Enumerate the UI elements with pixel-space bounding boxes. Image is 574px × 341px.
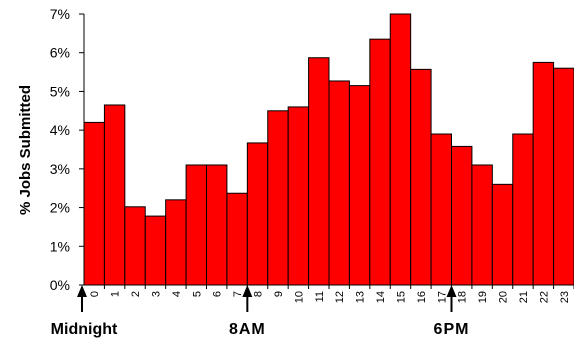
y-ticks-group: 0% 1% 2% 3% 4% 5% 6% 7% xyxy=(50,6,84,293)
annotation-label: 6PM xyxy=(434,321,470,338)
bar-hour-21 xyxy=(512,133,534,286)
x-tick-label: 0 xyxy=(89,291,101,297)
bar-hour-0 xyxy=(83,121,105,286)
x-tick-label: 8 xyxy=(253,291,265,297)
bar-hour-9 xyxy=(267,110,289,286)
x-tick-label: 21 xyxy=(518,291,530,303)
y-tick-label: 4% xyxy=(50,122,70,138)
y-tick-label: 3% xyxy=(50,161,70,177)
bar-hour-22 xyxy=(532,61,555,286)
bar-hour-18 xyxy=(451,145,473,286)
x-tick-label: 6 xyxy=(212,291,224,297)
bar-hour-8 xyxy=(246,142,269,286)
bar-hour-19 xyxy=(471,164,493,286)
bar-hour-13 xyxy=(348,85,371,286)
bar-hour-7 xyxy=(226,192,248,286)
x-tick-label: 5 xyxy=(191,291,203,297)
x-tick-label: 19 xyxy=(477,291,489,303)
bar-hour-3 xyxy=(144,215,167,286)
bar-hour-15 xyxy=(389,13,412,286)
annotation-arrow-head xyxy=(77,285,87,297)
annotations-group: Midnight 8AM 6PM xyxy=(51,285,470,338)
bar-hour-23 xyxy=(553,67,574,286)
x-tick-label: 15 xyxy=(395,291,407,303)
y-tick-label: 0% xyxy=(50,277,70,293)
x-tick-label: 18 xyxy=(457,291,469,303)
x-tick-label: 14 xyxy=(375,291,387,303)
bar-hour-16 xyxy=(410,68,432,286)
bar-hour-17 xyxy=(430,133,453,286)
x-ticks-group: 0 1 2 3 4 5 6 7 8 9 10 11 12 13 14 15 16 17 18 19 20 21 22 23 xyxy=(89,285,574,303)
bar-hour-14 xyxy=(369,38,391,286)
x-tick-label: 17 xyxy=(436,291,448,303)
x-tick-label: 4 xyxy=(171,291,183,297)
bar-hour-4 xyxy=(165,199,187,286)
bar-hour-1 xyxy=(103,104,126,286)
bar-hour-12 xyxy=(328,80,350,286)
annotation-arrow-head xyxy=(242,285,253,297)
y-tick-label: 7% xyxy=(50,6,70,22)
x-tick-label: 20 xyxy=(498,291,510,303)
x-tick-label: 22 xyxy=(538,291,550,303)
x-tick-label: 23 xyxy=(559,291,571,303)
x-tick-label: 3 xyxy=(150,291,162,297)
annotation-label: Midnight xyxy=(51,321,118,338)
y-tick-label: 6% xyxy=(50,45,70,61)
x-tick-label: 11 xyxy=(314,291,326,302)
x-tick-label: 2 xyxy=(130,291,142,297)
bar-hour-6 xyxy=(206,164,228,286)
bars-group xyxy=(83,13,574,286)
bar-hour-20 xyxy=(491,183,514,286)
x-tick-label: 9 xyxy=(273,291,285,297)
x-tick-label: 7 xyxy=(232,291,244,297)
x-tick-label: 1 xyxy=(110,291,122,297)
x-tick-label: 13 xyxy=(355,291,367,303)
x-tick-label: 16 xyxy=(416,291,428,303)
bar-hour-5 xyxy=(185,164,207,286)
annotation-arrow-head xyxy=(446,285,457,297)
y-axis-label: % Jobs Submitted xyxy=(17,85,34,215)
bar-hour-10 xyxy=(287,106,310,286)
bar-hour-2 xyxy=(124,206,146,286)
y-tick-label: 5% xyxy=(50,83,70,99)
bar-hour-11 xyxy=(308,57,330,286)
y-tick-label: 1% xyxy=(50,238,70,254)
x-tick-label: 10 xyxy=(293,291,305,303)
annotation-label: 8AM xyxy=(229,321,266,338)
y-tick-label: 2% xyxy=(50,200,70,216)
x-tick-label: 12 xyxy=(334,291,346,303)
